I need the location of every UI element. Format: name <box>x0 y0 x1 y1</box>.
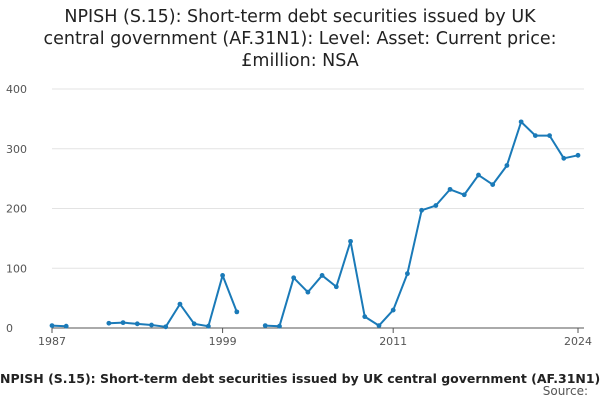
data-point-2009 <box>362 314 368 320</box>
data-point-2008 <box>348 238 353 244</box>
data-point-2002 <box>262 323 268 329</box>
chart-title-line-2: central government (AF.31N1): Level: Ass… <box>43 29 557 49</box>
grid-lines <box>52 88 584 269</box>
chart-title-line-3: £million: NSA <box>241 51 359 71</box>
y-tick-label-1: 100 <box>6 262 27 275</box>
data-point-2018 <box>490 182 496 188</box>
data-point-2010 <box>376 323 382 329</box>
y-tick-label-4: 400 <box>6 83 27 96</box>
data-point-2004 <box>291 275 297 281</box>
data-point-1995 <box>163 324 169 330</box>
series-lines <box>51 120 579 328</box>
series-points <box>49 119 581 330</box>
legend-label: NPISH (S.15): Short-term debt securities… <box>0 371 600 386</box>
data-point-2021 <box>532 133 538 139</box>
x-tick-label-0: 1987 <box>38 335 66 348</box>
y-tick-label-0: 0 <box>6 322 13 335</box>
data-point-2005 <box>305 289 311 295</box>
y-tick-label-3: 300 <box>6 143 27 156</box>
data-point-2019 <box>504 163 510 168</box>
source-label: Source: <box>542 384 588 398</box>
data-point-2015 <box>447 186 453 192</box>
data-point-1991 <box>106 320 112 326</box>
data-point-2006 <box>319 273 325 278</box>
x-tick-label-3: 2024 <box>564 335 592 348</box>
data-point-1998 <box>205 323 211 329</box>
x-axis: 1987 1999 2011 2024 <box>38 327 592 348</box>
y-axis: 0 100 200 300 400 <box>6 83 27 335</box>
data-point-2016 <box>461 192 467 198</box>
data-point-2007 <box>333 284 339 290</box>
data-point-1999 <box>220 273 225 278</box>
data-point-2023 <box>561 155 567 161</box>
data-point-1994 <box>149 322 154 328</box>
data-point-1993 <box>134 321 140 327</box>
data-point-2000 <box>234 309 240 315</box>
data-point-2003 <box>277 323 282 329</box>
x-tick-label-1: 1999 <box>209 335 237 348</box>
data-point-2020 <box>518 119 524 125</box>
y-tick-label-2: 200 <box>6 203 27 216</box>
legend: NPISH (S.15): Short-term debt securities… <box>0 371 600 386</box>
chart-title: NPISH (S.15): Short-term debt securities… <box>0 6 600 72</box>
data-point-2011 <box>390 307 396 313</box>
x-tick-label-2: 2011 <box>379 335 407 348</box>
series-line-segment-1 <box>108 274 238 328</box>
data-point-2024 <box>575 152 581 158</box>
data-point-2013 <box>419 207 425 213</box>
data-point-2014 <box>433 203 439 208</box>
series-line-segment-2 <box>265 120 579 328</box>
data-point-1987 <box>49 323 55 329</box>
data-point-1996 <box>177 301 183 307</box>
data-point-2017 <box>476 172 481 178</box>
data-point-2012 <box>405 271 410 277</box>
data-point-1992 <box>120 320 126 326</box>
data-point-1997 <box>191 321 197 327</box>
data-point-1988 <box>63 323 69 329</box>
data-point-2022 <box>547 133 552 139</box>
chart-title-line-1: NPISH (S.15): Short-term debt securities… <box>64 7 536 27</box>
